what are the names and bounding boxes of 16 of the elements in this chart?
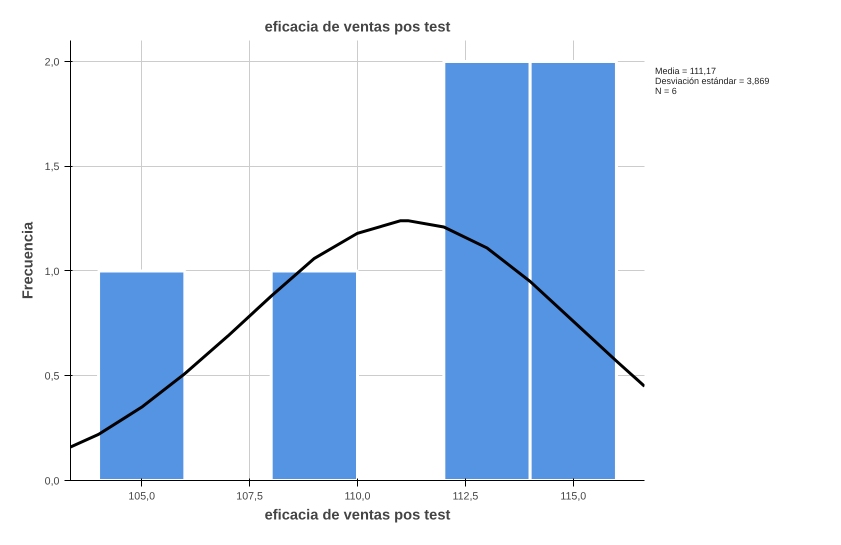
x-tick-label: 110,0 [344, 490, 371, 502]
x-tick-label: 115,0 [560, 490, 586, 502]
text: Media = 111,17 [655, 66, 716, 76]
chart-title: eficacia de ventas pos test [264, 20, 450, 36]
x-tick-label: 112,5 [452, 490, 478, 502]
y-axis-title: Frecuencia [20, 220, 37, 300]
x-axis-title: eficacia de ventas pos test [264, 508, 450, 524]
y-tick-label: 1,5 [44, 161, 60, 174]
y-tick-label: 1,0 [44, 266, 60, 278]
y-tick-label: 0,0 [44, 476, 60, 488]
y-tick-label: 2,0 [44, 56, 60, 68]
y-tick-label: 0,5 [44, 370, 60, 383]
x-tick-label: 105,0 [128, 490, 156, 502]
x-tick-label: 107,5 [236, 490, 264, 502]
text: N = 6 [655, 86, 677, 96]
text: Desviación estándar = 3,869 [655, 76, 770, 86]
